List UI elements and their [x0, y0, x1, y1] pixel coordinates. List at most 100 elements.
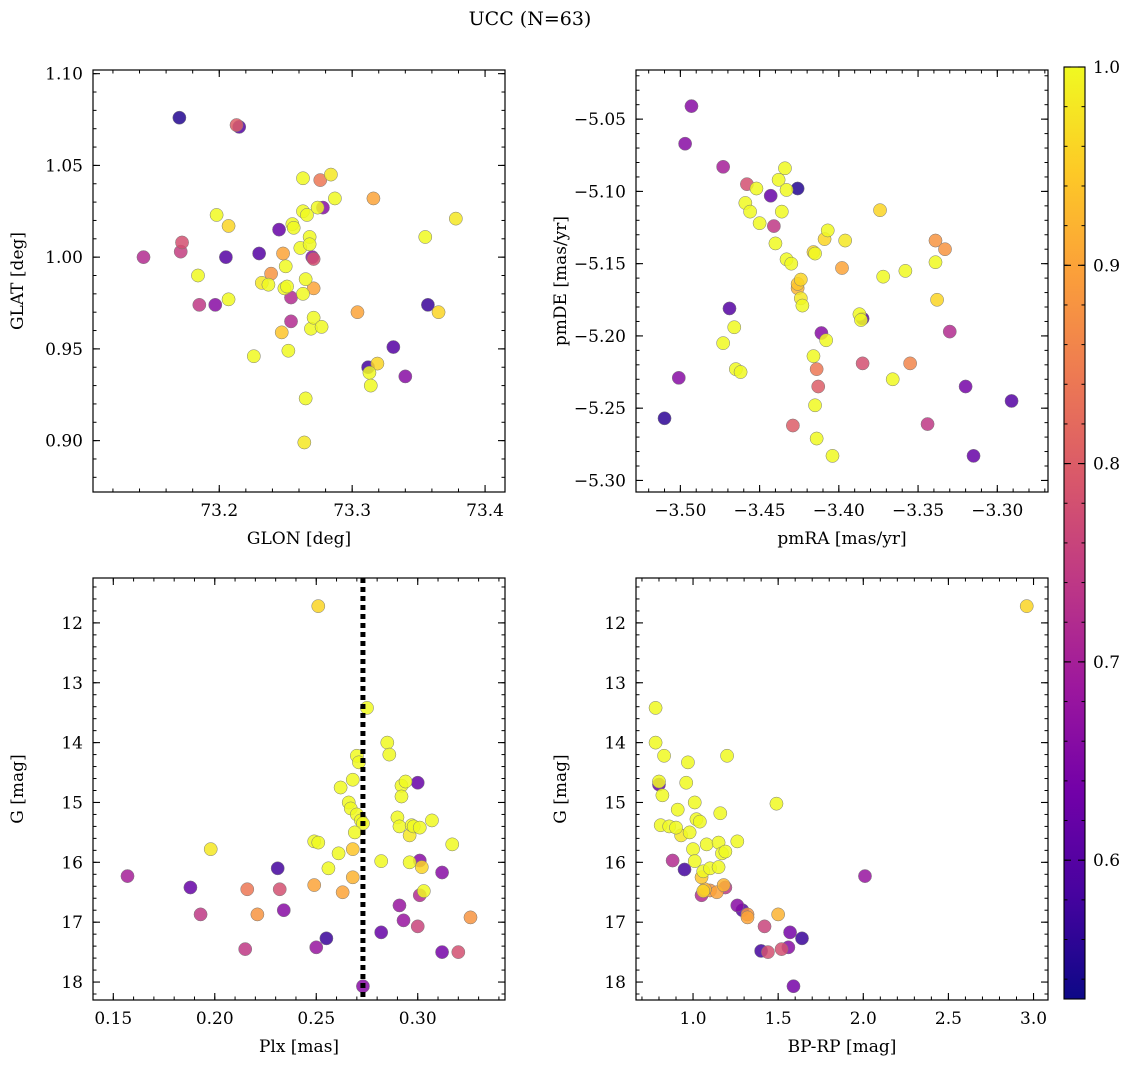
data-point: [208, 298, 223, 312]
y-tick-label: −5.30: [574, 471, 626, 491]
colorbar-tick-label: 0.7: [1093, 653, 1120, 673]
y-tick-label: 0.95: [45, 340, 83, 360]
axes-frame: [92, 69, 506, 493]
data-point: [392, 819, 407, 834]
data-point: [398, 369, 413, 384]
data-point: [280, 279, 294, 294]
y-axis-label: G [mag]: [8, 754, 28, 823]
data-point: [445, 837, 460, 852]
data-point: [806, 349, 821, 364]
data-point: [720, 748, 734, 763]
data-point: [670, 802, 685, 817]
data-point: [855, 356, 870, 371]
y-tick-label: 12: [61, 614, 83, 634]
data-point: [374, 925, 389, 940]
data-point: [238, 942, 253, 956]
data-point: [825, 449, 840, 463]
data-point: [657, 411, 672, 426]
data-point: [903, 356, 917, 371]
data-point: [386, 340, 401, 354]
data-point: [767, 219, 781, 233]
data-point: [930, 292, 944, 307]
data-point: [297, 435, 312, 450]
data-point: [682, 825, 697, 840]
data-point: [448, 211, 463, 226]
data-point: [431, 305, 446, 320]
colorbar-tick-label: 1.0: [1093, 58, 1120, 78]
data-point: [686, 842, 700, 857]
data-point: [679, 775, 694, 790]
x-tick-label: −3.30: [971, 501, 1023, 521]
y-tick-label: 14: [61, 734, 83, 754]
panel-glon-glat: 73.2 73.3 73.4 0.90 0.95 1.00 1.05 1.10 GLON [d…: [8, 65, 506, 549]
data-point: [684, 99, 699, 113]
colorbar-tick-label: 0.9: [1093, 256, 1120, 276]
x-tick-label: 0.15: [94, 1009, 132, 1029]
data-point: [172, 110, 187, 125]
data-point: [757, 919, 772, 934]
data-point: [192, 298, 207, 312]
data-point: [310, 200, 325, 215]
data-point: [306, 252, 321, 266]
data-point: [410, 775, 425, 790]
data-point: [774, 942, 789, 956]
data-point: [692, 814, 707, 829]
data-point: [175, 235, 189, 250]
data-point: [246, 349, 261, 364]
data-point: [416, 884, 431, 898]
data-point: [696, 884, 711, 898]
data-point: [284, 314, 298, 329]
data-point: [370, 356, 385, 371]
data-point: [677, 862, 692, 877]
data-point: [671, 370, 686, 385]
data-point: [768, 236, 783, 251]
data-point: [966, 449, 981, 463]
data-point: [740, 910, 755, 925]
data-point: [321, 861, 336, 876]
figure-title: UCC (N=63): [468, 8, 592, 30]
y-tick-label: 18: [61, 973, 83, 993]
x-axis-label: BP-RP [mag]: [788, 1037, 897, 1057]
data-point: [309, 940, 324, 955]
data-point: [302, 237, 317, 252]
data-point: [307, 878, 322, 892]
data-point: [183, 880, 198, 895]
data-point: [678, 136, 692, 151]
data-point: [730, 834, 745, 849]
data-point: [272, 882, 287, 897]
y-axis-label: pmDE [mas/yr]: [551, 216, 571, 346]
data-point: [928, 233, 943, 248]
data-point: [250, 907, 265, 922]
data-point: [657, 748, 671, 763]
data-point: [363, 378, 378, 393]
data-point: [681, 755, 695, 770]
x-tick-label: −3.35: [892, 501, 944, 521]
data-point: [193, 907, 208, 922]
data-point: [1019, 599, 1034, 613]
colorbar-gradient: [1063, 66, 1086, 1000]
data-point: [333, 780, 348, 795]
x-tick-label: 0.30: [399, 1009, 437, 1029]
data-point: [311, 599, 326, 613]
data-point: [324, 167, 338, 182]
y-tick-label: −5.25: [574, 399, 626, 419]
y-tick-label: 1.10: [45, 65, 83, 85]
data-point: [435, 865, 449, 880]
data-point: [858, 869, 872, 883]
data-point: [306, 310, 321, 325]
data-point: [716, 878, 731, 892]
data-point: [412, 820, 427, 835]
colorbar: 0.6 0.7 0.8 0.9 1.0: [1063, 58, 1120, 1000]
x-tick-label: 2.0: [850, 1009, 877, 1029]
data-point: [382, 747, 397, 762]
data-point: [335, 885, 350, 900]
axes-frame: [635, 69, 1049, 493]
data-point: [276, 246, 290, 261]
data-point: [425, 813, 439, 828]
data-point: [769, 796, 784, 811]
x-tick-label: 1.0: [680, 1009, 707, 1029]
data-point: [783, 925, 797, 940]
data-point: [885, 372, 900, 387]
data-point: [347, 825, 362, 840]
